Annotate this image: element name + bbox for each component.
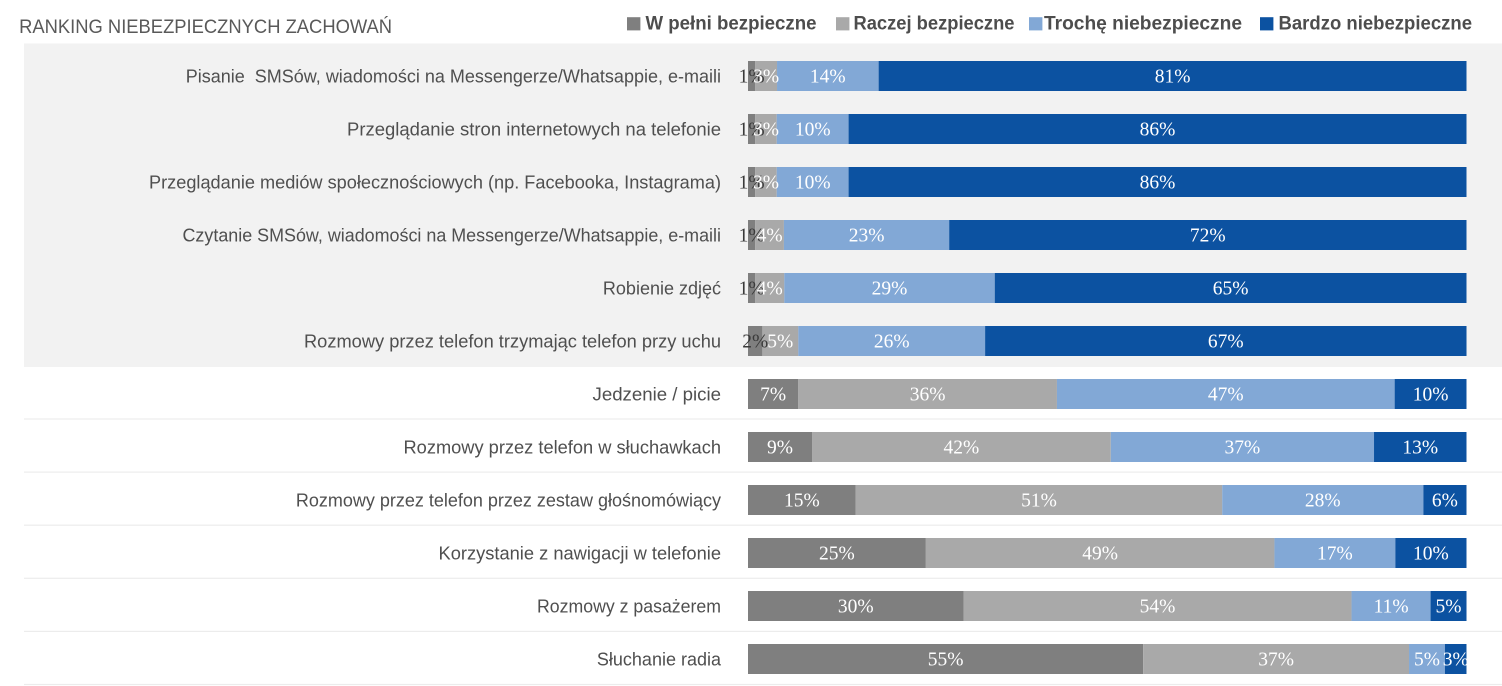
svg-text:67%: 67% — [1208, 332, 1244, 353]
svg-text:54%: 54% — [1140, 597, 1176, 618]
svg-text:1%: 1% — [739, 279, 765, 300]
svg-text:RANKING NIEBEZPIECZNYCH ZACHOW: RANKING NIEBEZPIECZNYCH ZACHOWAŃ — [19, 17, 392, 38]
svg-text:W pełni bezpieczne: W pełni bezpieczne — [646, 14, 817, 35]
svg-text:51%: 51% — [1021, 491, 1057, 512]
svg-text:10%: 10% — [1413, 544, 1449, 565]
svg-text:1%: 1% — [739, 120, 765, 141]
svg-text:Rozmowy z pasażerem: Rozmowy z pasażerem — [537, 597, 721, 617]
svg-text:10%: 10% — [1413, 385, 1449, 406]
svg-text:4%: 4% — [757, 226, 783, 247]
svg-text:9%: 9% — [767, 438, 793, 459]
svg-text:Robienie zdjęć: Robienie zdjęć — [603, 279, 721, 299]
svg-text:11%: 11% — [1374, 597, 1409, 618]
svg-text:23%: 23% — [849, 226, 885, 247]
svg-text:86%: 86% — [1140, 173, 1176, 194]
svg-text:3%: 3% — [1443, 650, 1469, 671]
svg-text:55%: 55% — [928, 650, 964, 671]
svg-text:37%: 37% — [1258, 650, 1294, 671]
svg-text:Rozmowy przez telefon w słucha: Rozmowy przez telefon w słuchawkach — [404, 438, 722, 458]
svg-text:Pisanie SMSów, wiadomości na: Pisanie SMSów, wiadomości na Messengerze… — [186, 67, 721, 87]
svg-text:1%: 1% — [739, 67, 765, 88]
svg-text:72%: 72% — [1190, 226, 1226, 247]
svg-text:6%: 6% — [1432, 491, 1458, 512]
svg-text:3%: 3% — [753, 67, 779, 88]
svg-text:Przeglądanie mediów społecznoś: Przeglądanie mediów społecznościowych (n… — [149, 173, 721, 193]
svg-text:65%: 65% — [1213, 279, 1249, 300]
svg-text:3%: 3% — [753, 173, 779, 194]
svg-text:Rozmowy przez telefon trzymają: Rozmowy przez telefon trzymając telefon … — [304, 332, 721, 352]
svg-text:Korzystanie z nawigacji w tele: Korzystanie z nawigacji w telefonie — [439, 544, 722, 564]
svg-text:3%: 3% — [753, 120, 779, 141]
svg-text:30%: 30% — [838, 597, 874, 618]
svg-text:81%: 81% — [1155, 67, 1191, 88]
svg-text:15%: 15% — [784, 491, 820, 512]
svg-text:Słuchanie radia: Słuchanie radia — [597, 650, 722, 670]
svg-text:Czytanie SMSów, wiadomości na: Czytanie SMSów, wiadomości na Messengerz… — [183, 226, 722, 246]
svg-text:Bardzo niebezpieczne: Bardzo niebezpieczne — [1279, 14, 1473, 35]
svg-text:5%: 5% — [1414, 650, 1440, 671]
svg-text:1%: 1% — [739, 226, 765, 247]
svg-text:Jedzenie / picie: Jedzenie / picie — [593, 385, 722, 405]
svg-text:10%: 10% — [795, 173, 831, 194]
svg-text:47%: 47% — [1208, 385, 1244, 406]
svg-text:Raczej bezpieczne: Raczej bezpieczne — [854, 14, 1015, 35]
svg-text:13%: 13% — [1402, 438, 1438, 459]
svg-text:17%: 17% — [1317, 544, 1353, 565]
svg-text:10%: 10% — [795, 120, 831, 141]
svg-text:14%: 14% — [810, 67, 846, 88]
svg-text:25%: 25% — [819, 544, 855, 565]
svg-text:36%: 36% — [910, 385, 946, 406]
svg-text:Przeglądanie stron internetowy: Przeglądanie stron internetowych na tele… — [347, 120, 721, 140]
svg-text:Rozmowy przez telefon przez ze: Rozmowy przez telefon przez zestaw głośn… — [296, 491, 721, 511]
svg-text:1%: 1% — [739, 173, 765, 194]
svg-text:Trochę niebezpieczne: Trochę niebezpieczne — [1044, 14, 1242, 35]
svg-text:5%: 5% — [1436, 597, 1462, 618]
svg-text:37%: 37% — [1225, 438, 1261, 459]
svg-text:26%: 26% — [874, 332, 910, 353]
svg-text:49%: 49% — [1082, 544, 1118, 565]
svg-text:4%: 4% — [757, 279, 783, 300]
svg-text:7%: 7% — [760, 385, 786, 406]
svg-text:2%: 2% — [742, 332, 768, 353]
svg-text:42%: 42% — [944, 438, 980, 459]
svg-text:29%: 29% — [872, 279, 908, 300]
svg-text:5%: 5% — [767, 332, 793, 353]
svg-text:86%: 86% — [1140, 120, 1176, 141]
svg-text:28%: 28% — [1305, 491, 1341, 512]
